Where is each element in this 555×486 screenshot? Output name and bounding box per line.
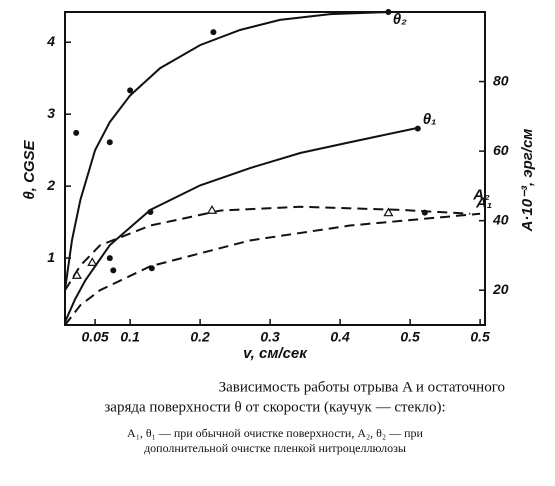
data-point bbox=[421, 209, 428, 216]
data-point bbox=[110, 267, 117, 274]
x-tick-label: 0.3 bbox=[260, 329, 280, 345]
series-label: θ₂ bbox=[393, 11, 407, 28]
x-tick-label: 0.2 bbox=[190, 329, 210, 345]
x-axis-title: v, см/сек bbox=[243, 345, 308, 362]
plot-frame bbox=[64, 11, 486, 326]
x-tick-label: 0.1 bbox=[120, 329, 140, 345]
data-point bbox=[210, 29, 217, 36]
y-tick-label: 3 bbox=[47, 105, 55, 121]
data-point bbox=[127, 87, 134, 94]
data-point bbox=[106, 139, 113, 146]
y2-tick-label: 60 bbox=[493, 142, 509, 158]
caption-line: заряда поверхности θ от скорости (каучук… bbox=[104, 399, 445, 415]
data-point bbox=[414, 125, 421, 132]
y-tick-label: 4 bbox=[46, 33, 55, 49]
x-tick-label: 0.05 bbox=[81, 329, 108, 345]
series-label: A₁ bbox=[475, 195, 492, 212]
note-line: дополнительной очистке пленкой нитроцелл… bbox=[144, 441, 406, 455]
data-point bbox=[147, 209, 154, 216]
y2-tick-label: 80 bbox=[493, 72, 509, 88]
y2-tick-label: 20 bbox=[492, 281, 509, 297]
y2-tick-label: 40 bbox=[492, 211, 509, 227]
series-line bbox=[64, 205, 471, 291]
data-point bbox=[206, 205, 218, 214]
y-tick-label: 1 bbox=[47, 249, 55, 265]
data-point bbox=[73, 129, 80, 136]
note-line: A₁, θ₁ — при обычной очистке поверхности… bbox=[127, 426, 424, 440]
x-tick-label: 0.4 bbox=[330, 329, 350, 345]
series-label: θ₁ bbox=[423, 111, 437, 128]
y-tick-label: 2 bbox=[46, 177, 55, 193]
data-point bbox=[87, 257, 98, 266]
data-point bbox=[71, 270, 82, 279]
caption-line: Зависимость работы отрыва A и остаточног… bbox=[219, 379, 505, 395]
series-label: A₂ bbox=[472, 187, 490, 204]
x-tick-label: 0.5 bbox=[400, 329, 420, 345]
series-line bbox=[64, 126, 419, 323]
data-point bbox=[106, 255, 113, 262]
data-point bbox=[383, 207, 394, 217]
x-tick-label: 0.5 bbox=[470, 329, 490, 345]
data-point bbox=[385, 9, 392, 15]
series-line bbox=[64, 11, 390, 290]
data-point bbox=[148, 265, 155, 272]
y2-axis-title: A·10⁻³, эрг/см bbox=[519, 129, 536, 233]
y-axis-title: θ, CGSE bbox=[21, 139, 38, 199]
